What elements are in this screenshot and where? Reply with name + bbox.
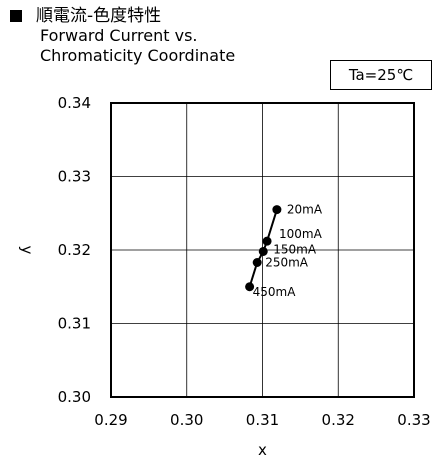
x-tick-label: 0.33 (397, 411, 430, 429)
data-label-150mA: 150mA (273, 242, 317, 256)
x-tick-label: 0.31 (246, 411, 279, 429)
x-tick-label: 0.29 (94, 411, 127, 429)
x-tick-labels: 0.29 0.30 0.31 0.32 0.33 (94, 411, 430, 429)
chart-title: 順電流-色度特性 Forward Current vs. Chromaticit… (10, 6, 235, 66)
data-label-250mA: 250mA (265, 255, 309, 269)
y-tick-label: 0.33 (58, 168, 91, 186)
title-japanese: 順電流-色度特性 (36, 6, 162, 26)
data-point-20mA (272, 205, 282, 215)
y-tick-label: 0.32 (58, 241, 91, 259)
y-axis-label: y (18, 246, 36, 255)
title-english-line1: Forward Current vs. (40, 26, 198, 45)
data-point-450mA (245, 282, 255, 292)
data-point-100mA (262, 236, 272, 246)
condition-box: Ta=25℃ (330, 60, 432, 90)
x-axis-label: x (258, 441, 267, 459)
title-japanese-row: 順電流-色度特性 (10, 6, 235, 26)
data-label-100mA: 100mA (279, 227, 323, 241)
data-point-150mA (258, 246, 268, 256)
plot-frame (110, 102, 415, 398)
data-label-20mA: 20mA (287, 203, 323, 217)
y-tick-label: 0.34 (58, 94, 91, 112)
data-label-450mA: 450mA (253, 285, 297, 299)
x-tick-label: 0.32 (322, 411, 355, 429)
y-tick-label: 0.30 (58, 388, 91, 406)
data-point-250mA (252, 257, 262, 267)
x-tick-label: 0.30 (170, 411, 203, 429)
square-bullet-icon (10, 10, 22, 22)
title-english-line2: Chromaticity Coordinate (40, 46, 236, 65)
plot-border (110, 102, 415, 398)
y-tick-label: 0.31 (58, 315, 91, 333)
y-tick-labels: 0.30 0.31 0.32 0.33 0.34 (58, 94, 91, 406)
data-series (245, 205, 282, 292)
